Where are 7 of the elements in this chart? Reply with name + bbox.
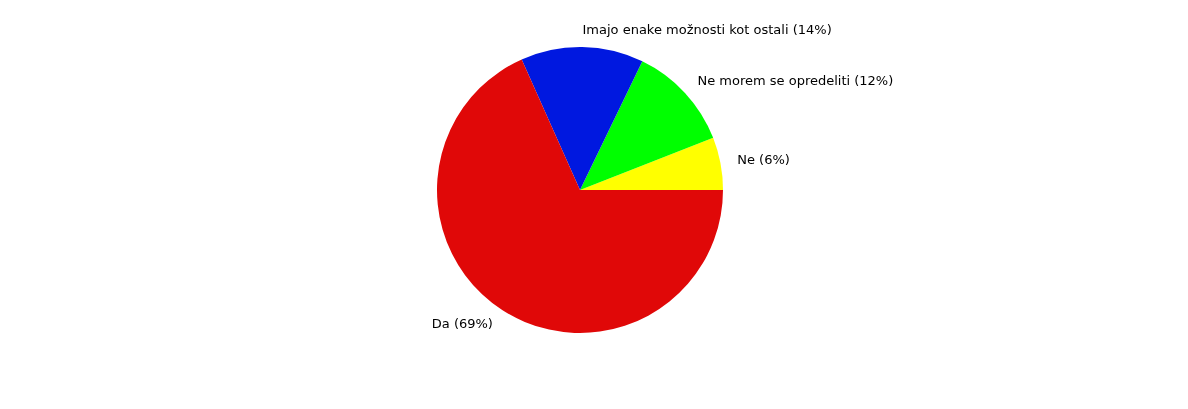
pie-slice xyxy=(521,47,643,190)
slice-label: Ne morem se opredeliti (12%) xyxy=(697,73,894,89)
pie-slice xyxy=(580,61,714,190)
slice-label: Imajo enake možnosti kot ostali (14%) xyxy=(582,22,832,38)
slice-label: Da (69%) xyxy=(431,316,493,332)
pie-slice xyxy=(580,137,723,190)
slice-label: Ne (6%) xyxy=(737,152,790,168)
